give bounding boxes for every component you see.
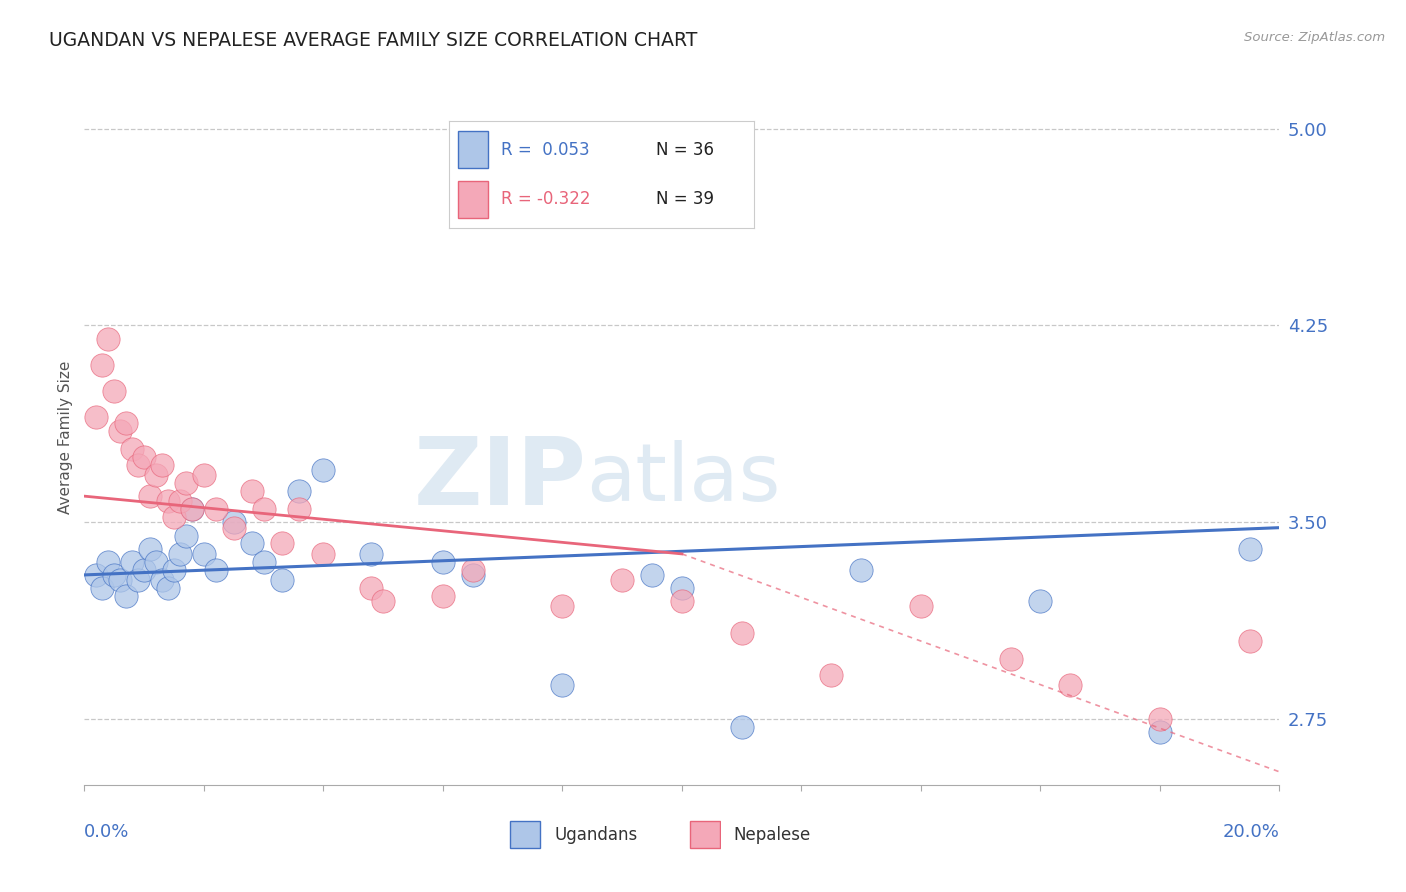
- Point: [240, 536, 263, 550]
- Point: [1149, 725, 1171, 739]
- Point: [671, 581, 693, 595]
- Point: [115, 589, 138, 603]
- Text: 0.0%: 0.0%: [84, 823, 129, 841]
- Point: [174, 528, 197, 542]
- Point: [820, 667, 842, 681]
- Point: [139, 541, 162, 556]
- Point: [163, 563, 186, 577]
- Point: [270, 573, 292, 587]
- Text: Ugandans: Ugandans: [554, 826, 637, 844]
- Point: [270, 536, 292, 550]
- Point: [851, 563, 873, 577]
- Point: [312, 547, 335, 561]
- Point: [1239, 633, 1261, 648]
- Point: [205, 563, 228, 577]
- Point: [671, 594, 693, 608]
- Point: [91, 581, 114, 595]
- Point: [612, 573, 634, 587]
- Point: [97, 555, 120, 569]
- Point: [150, 573, 173, 587]
- Point: [181, 502, 204, 516]
- Point: [1149, 712, 1171, 726]
- Point: [288, 502, 311, 516]
- Point: [115, 416, 138, 430]
- Text: ZIP: ZIP: [413, 433, 586, 524]
- Text: Source: ZipAtlas.com: Source: ZipAtlas.com: [1244, 31, 1385, 45]
- Point: [193, 468, 215, 483]
- Text: Nepalese: Nepalese: [734, 826, 810, 844]
- Point: [86, 410, 108, 425]
- Point: [132, 563, 156, 577]
- Point: [373, 594, 395, 608]
- Point: [132, 450, 156, 464]
- Point: [312, 463, 335, 477]
- Point: [97, 332, 120, 346]
- Point: [1239, 541, 1261, 556]
- Point: [139, 489, 162, 503]
- Point: [150, 458, 173, 472]
- Point: [145, 468, 167, 483]
- Point: [731, 625, 754, 640]
- Point: [121, 555, 143, 569]
- Point: [127, 573, 149, 587]
- Point: [432, 555, 454, 569]
- Point: [163, 510, 186, 524]
- Point: [174, 476, 197, 491]
- Point: [103, 384, 125, 398]
- Point: [461, 568, 484, 582]
- Point: [222, 516, 245, 530]
- Point: [91, 358, 114, 372]
- Point: [360, 547, 382, 561]
- Point: [145, 555, 167, 569]
- Point: [110, 573, 132, 587]
- Point: [193, 547, 215, 561]
- Text: atlas: atlas: [586, 440, 780, 518]
- Point: [551, 599, 574, 614]
- Point: [360, 581, 382, 595]
- Point: [127, 458, 149, 472]
- Text: 20.0%: 20.0%: [1223, 823, 1279, 841]
- Point: [181, 502, 204, 516]
- Point: [288, 483, 311, 498]
- Point: [169, 494, 191, 508]
- Point: [169, 547, 191, 561]
- Text: UGANDAN VS NEPALESE AVERAGE FAMILY SIZE CORRELATION CHART: UGANDAN VS NEPALESE AVERAGE FAMILY SIZE …: [49, 31, 697, 50]
- Point: [910, 599, 932, 614]
- Point: [432, 589, 454, 603]
- Point: [1000, 652, 1022, 666]
- Point: [240, 483, 263, 498]
- Point: [86, 568, 108, 582]
- Point: [253, 502, 276, 516]
- Point: [110, 424, 132, 438]
- Point: [222, 521, 245, 535]
- Point: [121, 442, 143, 456]
- Point: [641, 568, 664, 582]
- Y-axis label: Average Family Size: Average Family Size: [58, 360, 73, 514]
- Point: [731, 720, 754, 734]
- Point: [1029, 594, 1052, 608]
- Point: [1059, 678, 1081, 692]
- Point: [253, 555, 276, 569]
- Point: [157, 494, 180, 508]
- Point: [461, 563, 484, 577]
- Point: [551, 678, 574, 692]
- Point: [157, 581, 180, 595]
- Point: [205, 502, 228, 516]
- Point: [103, 568, 125, 582]
